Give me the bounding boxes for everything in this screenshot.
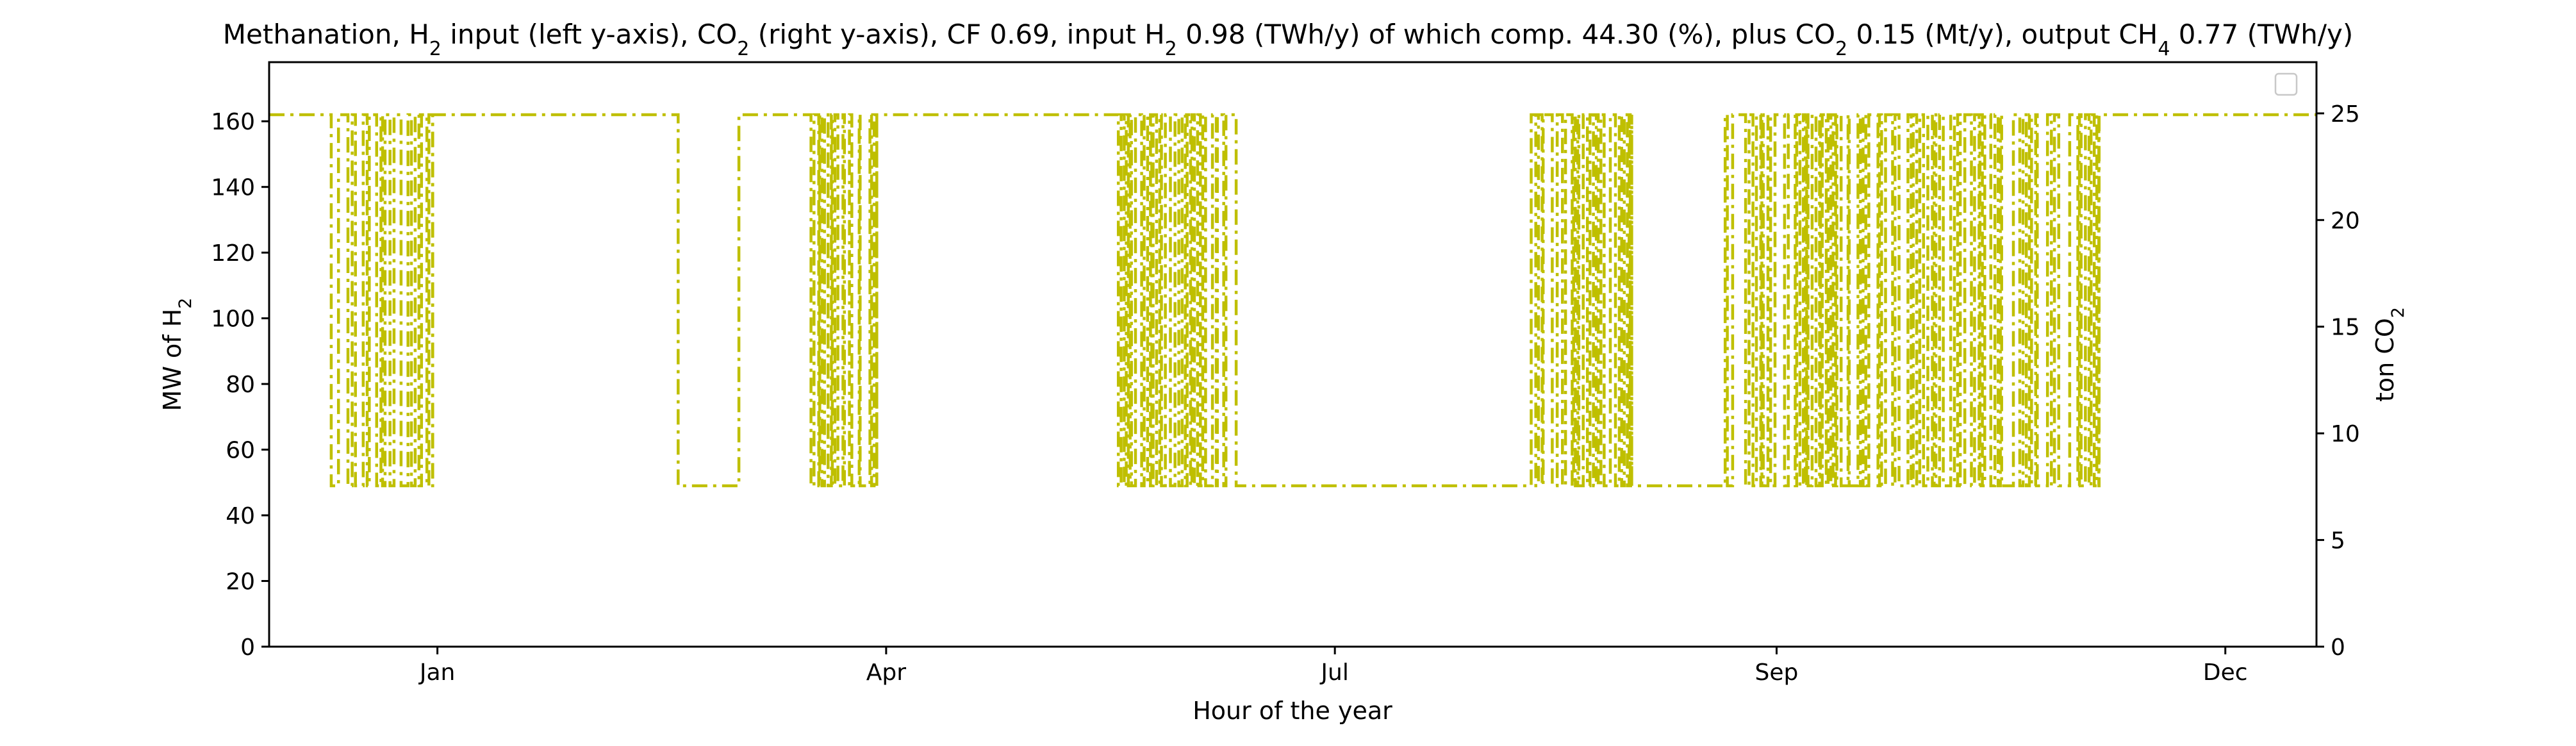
y-tick-label-left: 60 bbox=[226, 438, 255, 464]
y-tick-label-right: 10 bbox=[2331, 421, 2360, 447]
y-tick-label-left: 100 bbox=[211, 306, 255, 333]
y-tick-label-left: 160 bbox=[211, 109, 255, 135]
x-axis-label: Hour of the year bbox=[1193, 697, 1392, 725]
x-tick-label: Sep bbox=[1755, 659, 1799, 686]
chart-title: Methanation, H2 input (left y-axis), CO2… bbox=[223, 19, 2353, 60]
y-tick-label-left: 80 bbox=[226, 372, 255, 398]
plot-area bbox=[269, 113, 2316, 488]
x-tick-label: Apr bbox=[866, 659, 906, 686]
y-tick-label-left: 0 bbox=[240, 634, 255, 661]
y-tick-label-left: 120 bbox=[211, 240, 255, 267]
x-axis: Jan Apr Jul Sep Dec bbox=[418, 647, 2248, 686]
y-tick-label-left: 40 bbox=[226, 503, 255, 529]
plot-frame bbox=[268, 61, 2318, 648]
y-axis-left: 0 20 40 60 80 100 120 140 160 bbox=[211, 109, 269, 661]
y-tick-label-right: 5 bbox=[2331, 528, 2345, 554]
y-tick-label-left: 20 bbox=[226, 569, 255, 595]
y-axis-label-right: ton CO2 bbox=[2371, 307, 2408, 402]
y-tick-label-right: 25 bbox=[2331, 101, 2360, 128]
legend-box bbox=[2274, 72, 2298, 96]
y-tick-label-left: 140 bbox=[211, 175, 255, 201]
series-line-h2-input bbox=[269, 113, 2316, 488]
x-tick-label: Jan bbox=[418, 659, 456, 686]
x-tick-label: Dec bbox=[2203, 659, 2248, 686]
y-tick-label-right: 15 bbox=[2331, 315, 2360, 341]
y-axis-label-left: MW of H2 bbox=[158, 298, 195, 411]
y-tick-label-right: 0 bbox=[2331, 634, 2345, 661]
y-axis-right: 0 5 10 15 20 25 bbox=[2316, 101, 2360, 661]
y-tick-label-right: 20 bbox=[2331, 208, 2360, 234]
x-tick-label: Jul bbox=[1319, 659, 1348, 686]
